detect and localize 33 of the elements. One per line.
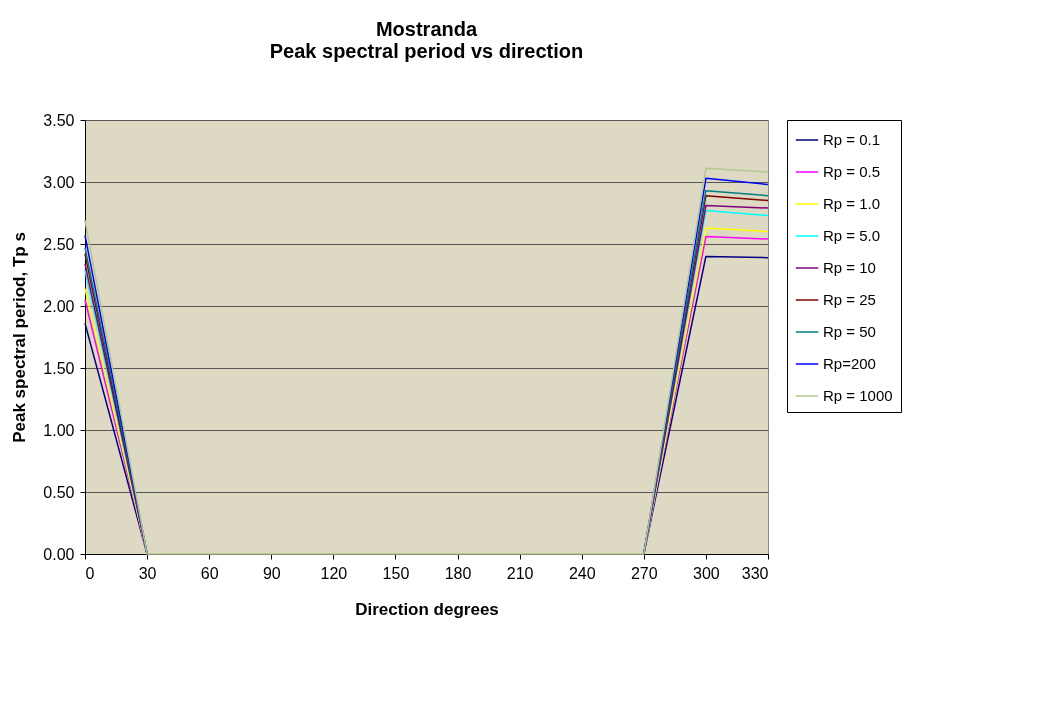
legend-label: Rp = 0.1 [823,131,881,148]
y-tick-label: 3.50 [43,111,75,129]
y-axis-title: Peak spectral period, Tp s [10,232,30,443]
legend-label: Rp=200 [823,355,876,372]
x-tick-label: 180 [444,564,472,582]
y-tick-label: 2.00 [43,297,75,315]
text: Mostranda [375,18,478,40]
legend-label: Rp = 50 [823,323,876,340]
y-tick-label: 1.00 [43,421,75,439]
legend-label: Rp = 1.0 [823,195,881,212]
x-tick-label: 0 [85,564,95,582]
x-tick-label: 60 [200,564,219,582]
y-tick-label: 2.50 [43,235,75,253]
y-tick-label: 0.00 [43,545,75,563]
y-tick-label: 1.50 [43,359,75,377]
legend-label: Rp = 10 [823,259,876,276]
legend-label: Rp = 5.0 [823,227,881,244]
x-tick-label: 210 [506,564,534,582]
x-tick-label: 30 [138,564,157,582]
text: Peak spectral period vs direction [269,40,584,62]
x-tick-label: 90 [262,564,281,582]
y-tick-label: 3.00 [43,173,75,191]
x-tick-label: 150 [382,564,410,582]
y-tick-label: 0.50 [43,483,75,501]
x-tick-label: 300 [693,564,720,582]
legend-label: Rp = 0.5 [823,163,881,180]
x-axis-title: Direction degrees [355,599,499,619]
x-tick-label: 330 [741,564,769,582]
x-tick-label: 240 [568,564,596,582]
legend-label: Rp = 1000 [823,387,893,404]
legend-label: Rp = 25 [823,291,876,308]
x-tick-label: 270 [630,564,658,582]
x-tick-label: 120 [320,564,348,582]
